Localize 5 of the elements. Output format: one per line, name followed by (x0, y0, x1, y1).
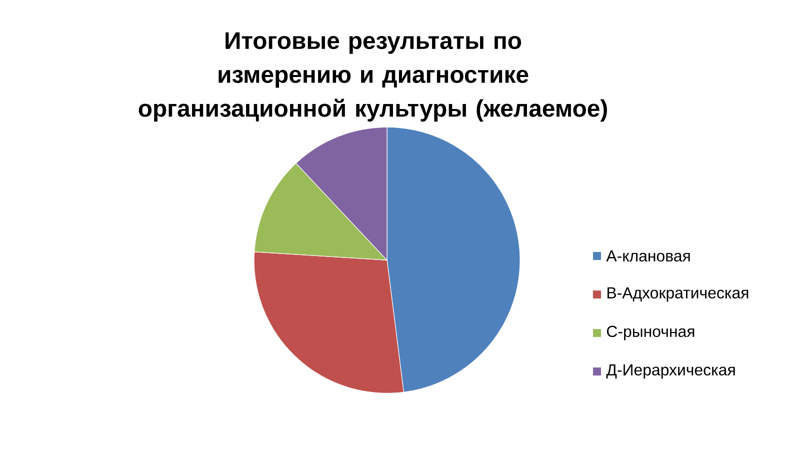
legend-label: Д-Иерархическая (606, 364, 735, 379)
chart-title: Итоговые результаты по измерению и диагностике организационной культуры (желаемое) (138, 32, 607, 122)
legend-label: В-Адхократическая (608, 287, 748, 302)
legend-label: С-рыночная (607, 326, 694, 340)
legend-label: А-клановая (606, 250, 690, 262)
